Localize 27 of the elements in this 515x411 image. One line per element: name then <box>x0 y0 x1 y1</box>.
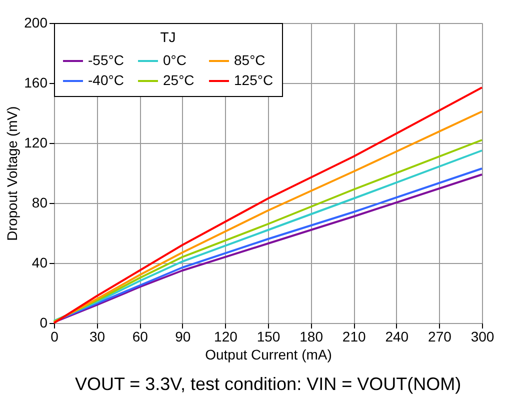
x-axis-title: Output Current (mA) <box>205 346 332 362</box>
x-tick-label: 120 <box>214 328 238 344</box>
y-tick-label: 0 <box>40 314 48 330</box>
x-tick-label: 180 <box>300 328 324 344</box>
x-tick-label: 30 <box>90 328 106 344</box>
legend-label: 85°C <box>234 52 266 68</box>
x-tick-label: 0 <box>50 328 59 344</box>
x-tick-label: 210 <box>342 328 366 344</box>
y-tick-label: 80 <box>32 194 48 210</box>
x-tick-label: 150 <box>256 328 280 344</box>
y-tick-label: 120 <box>24 134 48 150</box>
x-tick-label: 270 <box>428 328 452 344</box>
legend-title: TJ <box>160 29 176 45</box>
legend-label: 125°C <box>234 72 274 88</box>
y-tick-label: 160 <box>24 74 48 90</box>
x-tick-label: 90 <box>175 328 191 344</box>
y-tick-label: 200 <box>24 14 48 30</box>
legend-label: 0°C <box>163 52 186 68</box>
legend-label: -40°C <box>88 72 124 88</box>
x-tick-label: 240 <box>385 328 409 344</box>
y-tick-label: 40 <box>32 254 48 270</box>
y-axis-title: Dropout Voltage (mV) <box>4 106 20 241</box>
x-tick-label: 60 <box>132 328 148 344</box>
text: VOUT = 3.3V, test condition: VIN = VOUT(NOM) <box>74 374 462 394</box>
x-tick-label: 300 <box>470 328 494 344</box>
legend-label: 25°C <box>163 72 194 88</box>
legend-label: -55°C <box>88 52 124 68</box>
